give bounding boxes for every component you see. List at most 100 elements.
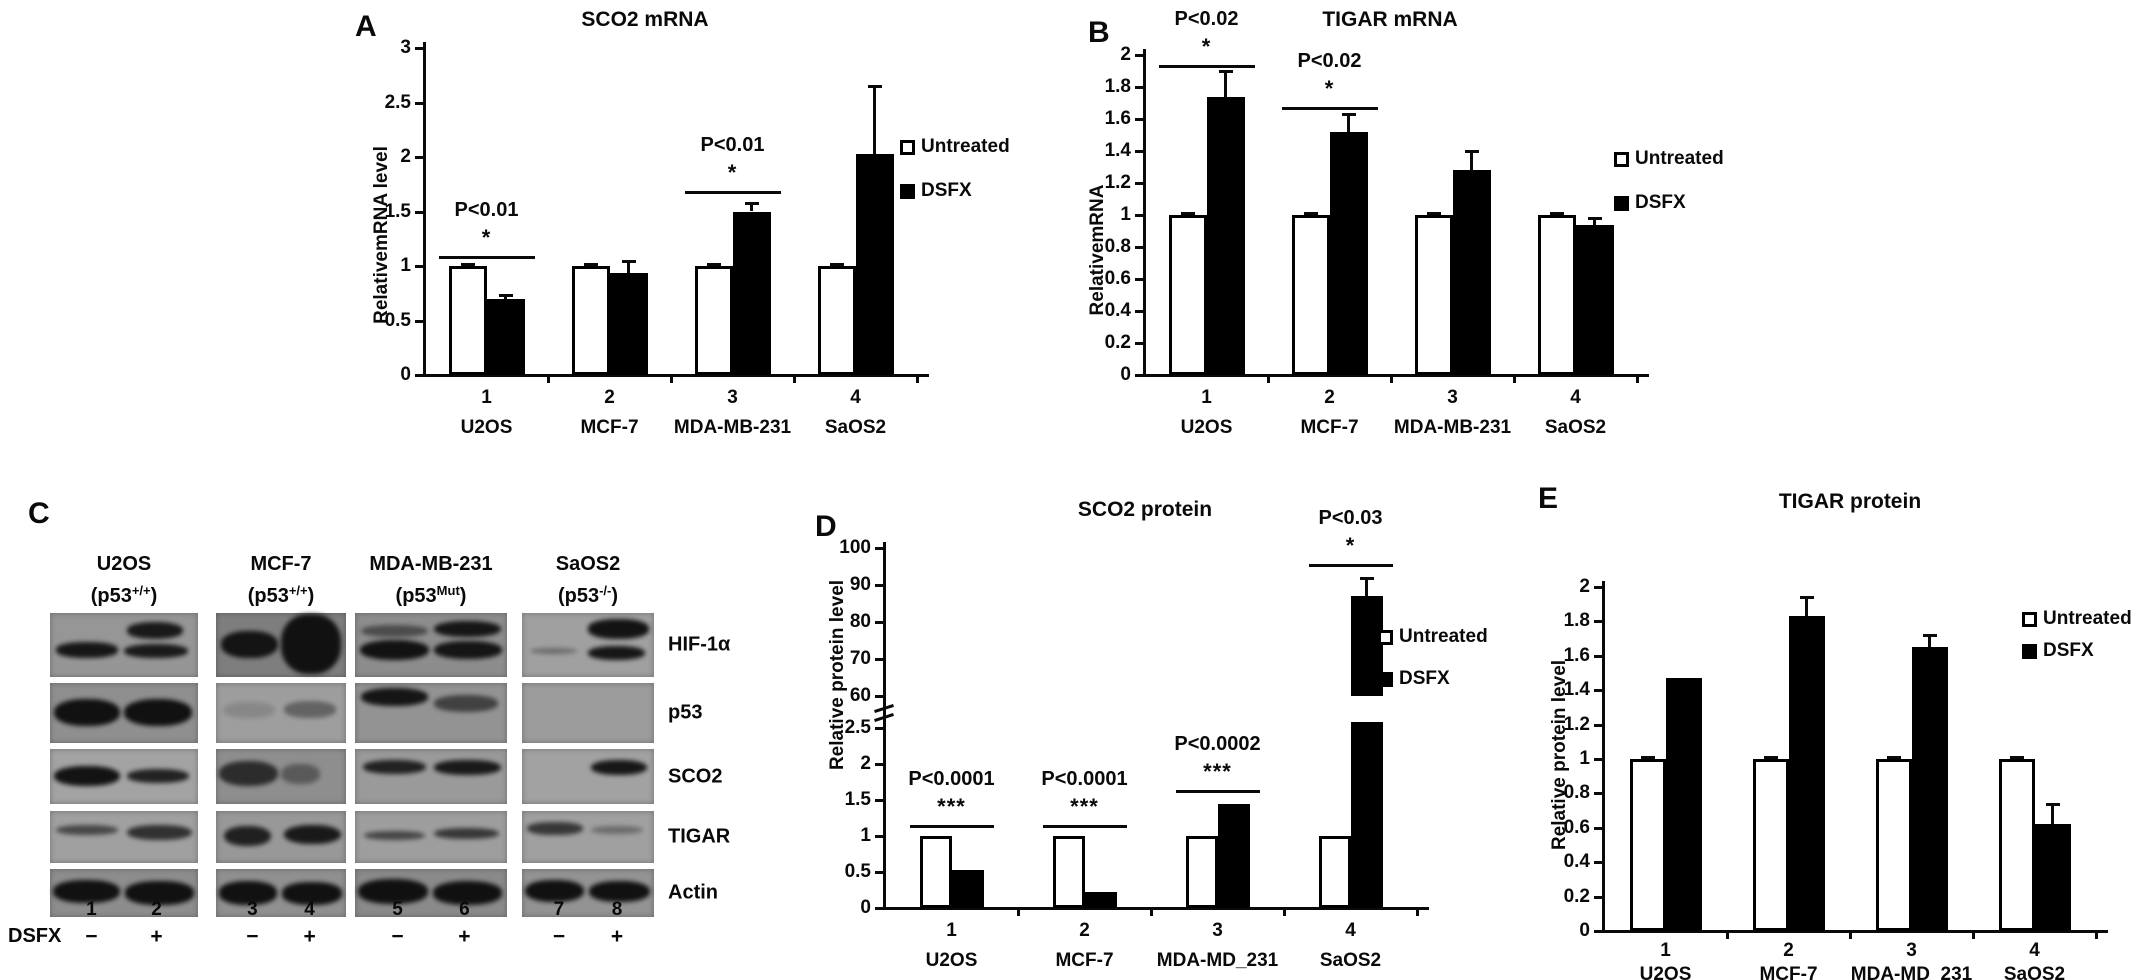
lane-number-label: 4: [304, 899, 315, 920]
legend-swatch-untreated: [1378, 630, 1393, 645]
bar-untreated-saos2: [1998, 759, 2035, 931]
panel-letter: A: [355, 10, 377, 43]
sig-p-value-label: P<0.01: [454, 199, 519, 222]
group-number-label: 3: [1447, 387, 1458, 408]
blot-band: [358, 878, 428, 904]
y-tick-label: 1.2: [1104, 172, 1131, 193]
legend-swatch-dsfx: [1378, 672, 1393, 687]
y-tick-label: 1.2: [1563, 713, 1590, 735]
y-tick-label: 1: [860, 825, 871, 846]
blot-band: [589, 880, 651, 902]
chart-title: TIGAR protein: [1778, 490, 1922, 513]
x-tick: [793, 375, 796, 383]
blot-cell-tigar-mda-mb-231: [355, 811, 507, 863]
y-tick-label: 0.8: [1104, 236, 1131, 257]
blot-band: [434, 641, 503, 660]
x-tick: [1283, 908, 1286, 916]
y-tick-label: 1.8: [1563, 610, 1590, 632]
y-tick-label: 1: [400, 255, 411, 276]
category-label: U2OS: [925, 950, 978, 971]
group-number-label: 2: [604, 387, 615, 408]
panel-c-western-blots: C U2OS (p53+/+) MCF-7 (p53+/+) MDA-MB-231 (p53…: [0, 475, 800, 980]
y-tick: [1135, 118, 1145, 121]
sig-stars: *: [1201, 34, 1212, 60]
error-bar-line: [1347, 114, 1350, 132]
x-axis-line: [423, 374, 929, 377]
blot-band: [362, 760, 427, 775]
error-bar-line: [2051, 803, 2054, 825]
y-tick: [1594, 689, 1604, 693]
y-tick: [1135, 374, 1145, 377]
panel-e-tigar-protein-chart: E TIGAR protein Relative protein level 0 0.2…: [1530, 470, 2150, 980]
group-number-label: 1: [1201, 387, 1212, 408]
bar-dsfx-mcf-7: [1084, 892, 1117, 908]
category-label: U2OS: [1180, 417, 1233, 438]
blot-row-label: SCO2: [668, 765, 723, 787]
blot-band: [55, 824, 119, 835]
y-tick-label: 70: [849, 647, 871, 669]
error-bar-cap: [1426, 212, 1441, 216]
group-number-label: 4: [1570, 387, 1581, 408]
sig-line: [1308, 563, 1393, 567]
blot-band: [54, 698, 120, 727]
legend-label-dsfx: DSFX: [1635, 192, 1686, 213]
sig-line: [438, 256, 535, 260]
dsfx-sign: +: [458, 925, 471, 948]
bar-dsfx-u2os: [1665, 678, 1702, 931]
error-bar-line: [1365, 577, 1368, 596]
sig-line: [1175, 790, 1260, 794]
y-tick-label: 1.5: [384, 200, 411, 222]
sig-stars: *: [481, 225, 492, 251]
legend-swatch-untreated: [2022, 612, 2037, 627]
y-tick-label: 60: [849, 684, 871, 706]
category-label: MCF-7: [1300, 417, 1359, 438]
blot-genotype: (p53Mut): [395, 583, 467, 608]
y-tick: [1135, 342, 1145, 345]
error-bar-line: [1805, 597, 1808, 617]
genotype-superscript: -/-: [599, 583, 612, 598]
sig-stars: ***: [1203, 759, 1232, 785]
y-tick: [875, 871, 885, 874]
y-tick: [1135, 278, 1145, 281]
bar-untreated-saos2: [1537, 215, 1576, 375]
x-tick: [1416, 908, 1419, 916]
y-tick-label: 2.5: [844, 717, 871, 738]
y-tick: [415, 101, 425, 105]
bar-dsfx-saos2: [2034, 824, 2071, 931]
genotype-prefix: (p53: [557, 585, 600, 607]
y-tick: [875, 583, 885, 587]
error-bar-cap: [867, 85, 882, 89]
genotype-prefix: (p53: [90, 585, 132, 607]
bar-untreated-saos2: [817, 266, 856, 375]
y-tick: [415, 265, 425, 268]
category-label: MDA-MD_231: [1156, 950, 1279, 971]
blot-genotype: (p53-/-): [557, 583, 618, 608]
x-tick: [1150, 908, 1153, 916]
bar-dsfx-mda-md_231: [1217, 803, 1250, 908]
dsfx-sign: +: [303, 925, 316, 948]
blot-column-header: MCF-7: [250, 553, 312, 575]
lane-number-label: 5: [392, 899, 403, 920]
bar-untreated-mcf-7: [1752, 759, 1789, 931]
group-number-label: 2: [1324, 387, 1335, 408]
blot-band: [434, 827, 500, 840]
y-tick: [875, 763, 885, 766]
bar-dsfx-u2os: [486, 298, 525, 375]
error-bar-cap: [2009, 755, 2024, 759]
group-number-label: 1: [1660, 940, 1671, 961]
dsfx-row-label: DSFX: [8, 925, 62, 947]
legend-swatch-dsfx: [900, 184, 915, 199]
error-bar-cap: [1180, 212, 1195, 216]
panel-letter: B: [1088, 16, 1110, 49]
y-tick: [1594, 826, 1604, 830]
y-tick-label: 2: [860, 753, 871, 774]
blot-cell-p53-mda-mb-231: [355, 683, 507, 743]
legend-label-untreated: Untreated: [1635, 148, 1724, 169]
genotype-prefix: (p53: [395, 585, 437, 607]
error-bar-cap: [621, 259, 636, 263]
lane-number-label: 2: [151, 899, 162, 920]
x-tick: [1017, 908, 1020, 916]
blot-cell-hif-1α-mcf-7: [216, 613, 346, 677]
bar-dsfx-mcf-7: [609, 272, 648, 375]
blot-band: [434, 695, 498, 712]
